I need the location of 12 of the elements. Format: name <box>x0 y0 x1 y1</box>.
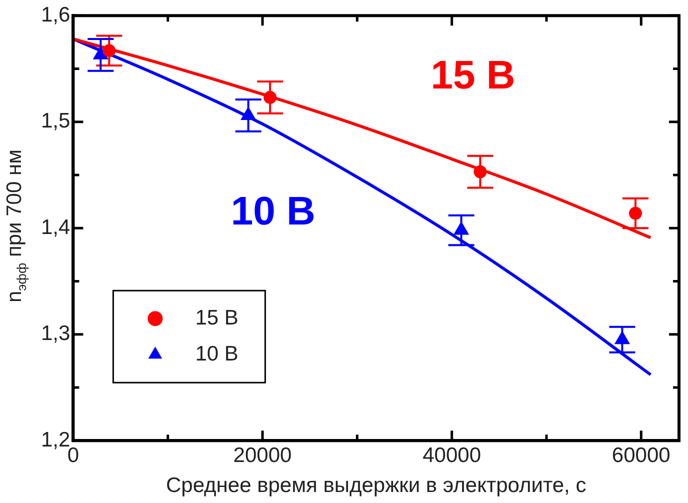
legend-label: 10 В <box>195 342 238 366</box>
y-tick-label: 1,3 <box>40 322 70 346</box>
legend-label: 15 В <box>195 306 238 330</box>
y-tick-label: 1,5 <box>40 110 70 133</box>
y-tick-label: 1,6 <box>40 3 70 26</box>
annotation: 15 В <box>430 53 516 98</box>
x-axis-title: Среднее время выдержки в электролите, с <box>166 474 586 498</box>
y-tick-label: 1,4 <box>40 216 71 239</box>
x-tick-label: 40000 <box>422 444 482 467</box>
annotation: 10 В <box>230 189 316 234</box>
x-tick-label: 20000 <box>233 444 292 467</box>
x-tick-label: 60000 <box>612 444 670 467</box>
